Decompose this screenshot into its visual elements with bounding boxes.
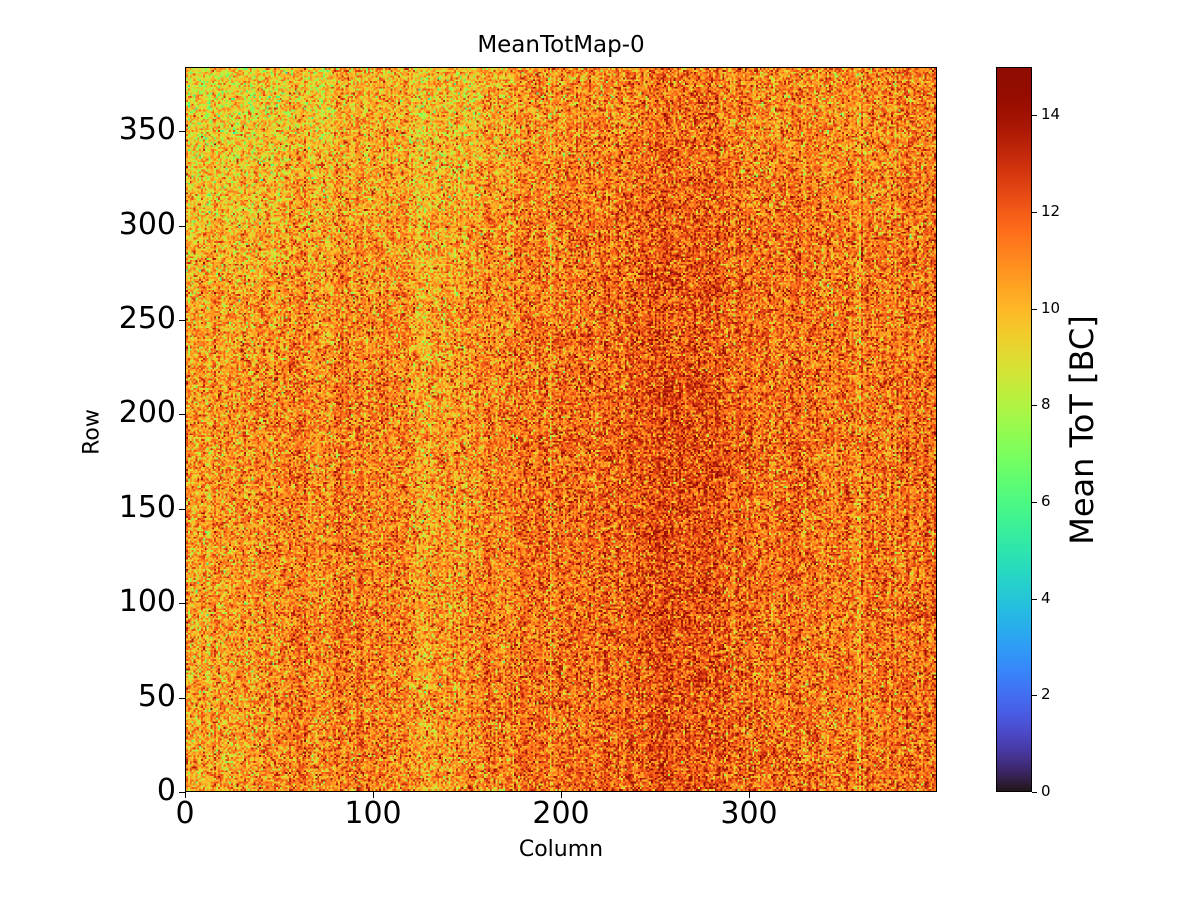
y-tick-mark xyxy=(179,414,185,416)
y-tick-mark xyxy=(179,603,185,605)
colorbar-tick-label: 6 xyxy=(1041,492,1051,510)
colorbar-tick-mark xyxy=(1032,115,1037,117)
y-tick-mark xyxy=(179,792,185,793)
y-tick-label: 0 xyxy=(156,773,176,808)
y-axis-label: Row xyxy=(79,409,105,455)
heatmap-plot-area xyxy=(185,67,937,792)
colorbar-tick-label: 2 xyxy=(1041,685,1051,704)
x-axis-label: Column xyxy=(518,837,604,862)
y-tick-mark xyxy=(179,225,185,227)
colorbar-tick-mark xyxy=(1032,792,1037,793)
y-tick-label: 250 xyxy=(118,300,176,336)
y-tick-label: 100 xyxy=(118,584,176,620)
y-tick-label: 150 xyxy=(118,489,176,525)
y-tick-mark xyxy=(179,131,185,133)
x-tick-label: 0 xyxy=(175,796,195,831)
colorbar-tick-mark xyxy=(1032,502,1037,503)
y-tick-label: 200 xyxy=(118,395,176,431)
colorbar-tick-mark xyxy=(1032,405,1037,407)
x-tick-label: 100 xyxy=(344,796,402,831)
colorbar-tick-label: 14 xyxy=(1041,105,1061,124)
colorbar-label: Mean ToT [BC] xyxy=(1063,315,1101,545)
colorbar-tick-label: 8 xyxy=(1041,395,1051,414)
x-tick-mark xyxy=(561,792,562,798)
colorbar xyxy=(996,67,1032,792)
x-tick-mark xyxy=(749,792,750,798)
chart-title: MeanTotMap-0 xyxy=(477,32,645,58)
colorbar-tick-label: 10 xyxy=(1041,298,1061,317)
y-tick-mark xyxy=(179,697,185,699)
colorbar-tick-label: 12 xyxy=(1041,202,1061,220)
colorbar-tick-mark xyxy=(1032,598,1037,600)
x-tick-label: 200 xyxy=(532,796,590,831)
colorbar-tick-mark xyxy=(1032,308,1037,310)
colorbar-tick-label: 0 xyxy=(1041,782,1051,800)
y-tick-mark xyxy=(179,508,185,510)
y-tick-label: 300 xyxy=(118,206,176,242)
x-tick-label: 300 xyxy=(720,796,778,831)
x-tick-mark xyxy=(373,792,374,798)
y-tick-mark xyxy=(179,319,185,321)
y-tick-label: 50 xyxy=(137,678,176,714)
colorbar-tick-label: 4 xyxy=(1041,588,1051,607)
y-tick-label: 350 xyxy=(118,112,176,148)
colorbar-gradient xyxy=(997,68,1031,791)
colorbar-tick-mark xyxy=(1032,212,1037,213)
x-tick-mark xyxy=(185,792,186,798)
heatmap-image xyxy=(186,68,936,791)
colorbar-tick-mark xyxy=(1032,695,1037,697)
